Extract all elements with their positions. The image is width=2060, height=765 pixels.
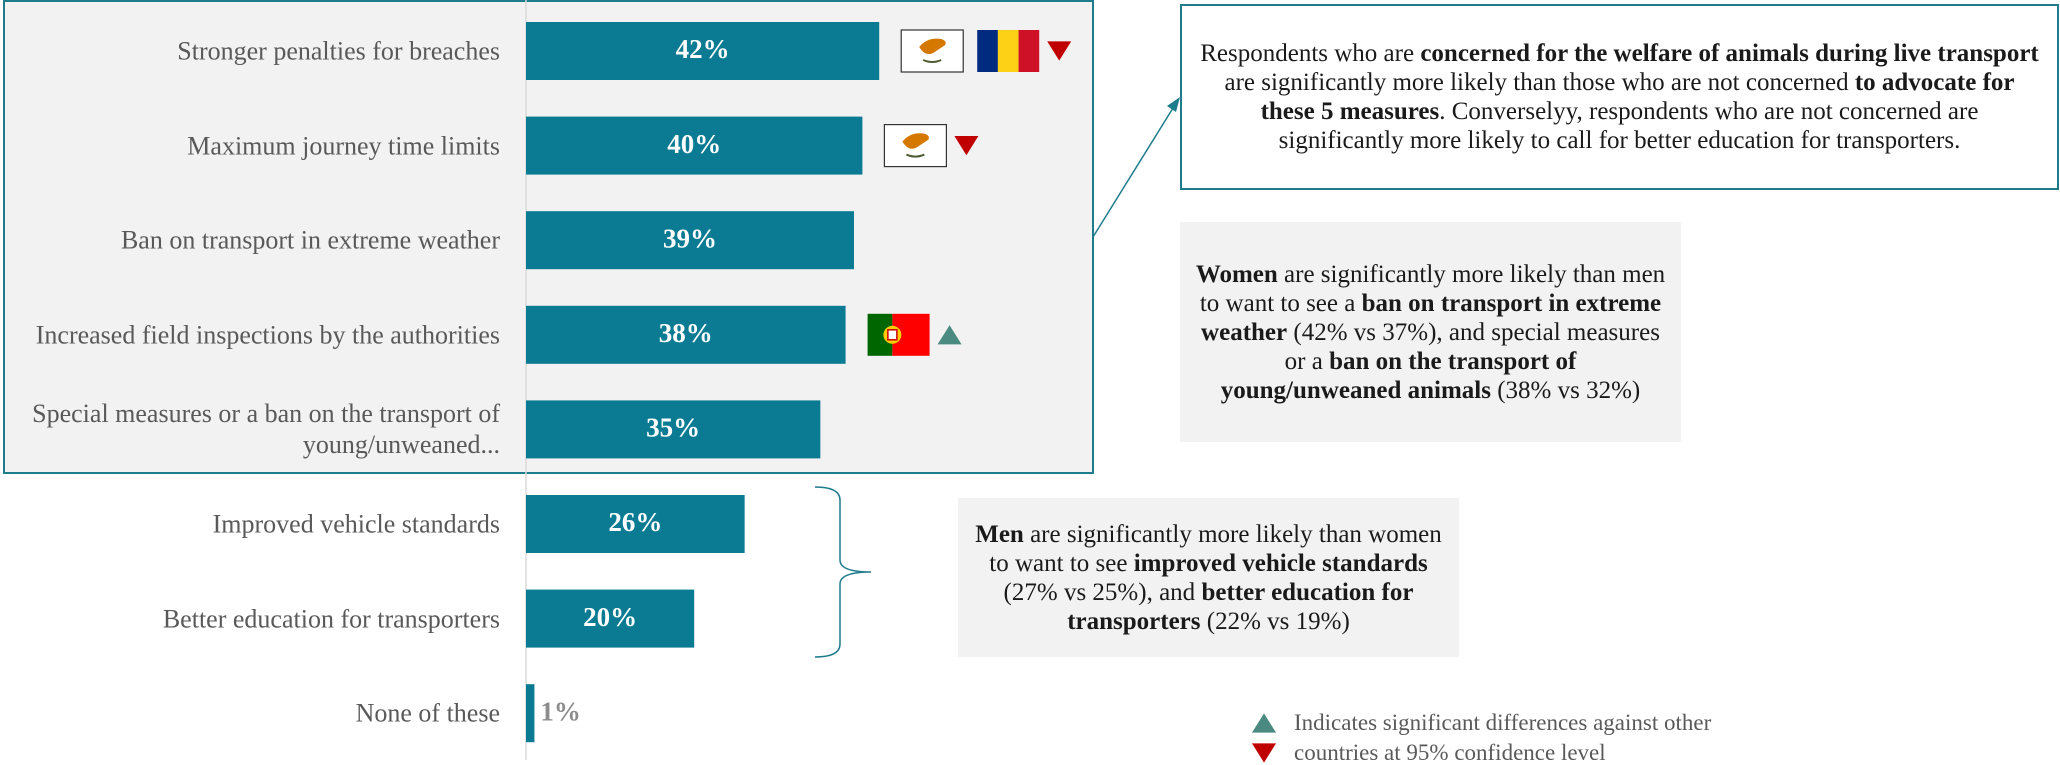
text-run: Men — [975, 520, 1024, 548]
value-label: 26% — [608, 507, 662, 537]
flag-part — [1018, 30, 1040, 72]
text-run: concerned for the welfare of animals dur… — [1420, 40, 2039, 67]
bar — [526, 589, 695, 648]
flag-part — [977, 30, 998, 72]
category-label: Maximum journey time limits — [187, 131, 500, 161]
annotation-text: Women are significantly more likely than… — [1194, 260, 1667, 405]
flag-part — [922, 59, 942, 63]
category-label: Better education for transporters — [162, 604, 500, 634]
significance-marker — [1252, 713, 1276, 733]
value-label: 20% — [583, 602, 637, 632]
value-label: 40% — [667, 129, 721, 159]
annotation-text: Men are significantly more likely than w… — [972, 520, 1445, 636]
text-run: are significantly more likely than those… — [1224, 69, 1855, 96]
text-run: better education for transporters — [1067, 578, 1414, 635]
text-run: (42% vs 37%), and special measures or a — [1284, 318, 1660, 375]
text-run: (22% vs 19%) — [1200, 607, 1350, 635]
bar — [526, 684, 535, 743]
bar — [526, 116, 863, 175]
text-run: improved vehicle standards — [1133, 549, 1428, 577]
text-run: are significantly more likely than men t… — [1199, 260, 1666, 317]
bar — [526, 400, 821, 459]
value-label: 35% — [646, 413, 700, 443]
annotation-box: Men are significantly more likely than w… — [958, 498, 1459, 657]
country-flag — [867, 313, 930, 356]
flag-part — [919, 38, 946, 55]
text-run: ban on transport in extreme weather — [1201, 289, 1662, 346]
annotation-box: Women are significantly more likely than… — [1180, 222, 1681, 442]
text-run: to advocate for these 5 measures — [1260, 69, 2015, 125]
significance-marker — [1047, 41, 1072, 61]
flag-part — [902, 133, 929, 149]
flag-part — [905, 153, 925, 158]
annotation-box: Respondents who are concerned for the we… — [1180, 4, 2059, 190]
category-label: Stronger penalties for breaches — [177, 36, 500, 66]
category-label: Ban on transport in extreme weather — [120, 225, 500, 255]
bar — [526, 305, 846, 364]
legend-text: Indicates significant differences agains… — [1294, 710, 1712, 765]
value-label: 1% — [540, 696, 581, 726]
significance-marker — [954, 136, 979, 156]
category-label: Increased field inspections by the autho… — [35, 320, 500, 350]
country-flag — [977, 30, 1040, 72]
category-label: Improved vehicle standards — [212, 509, 500, 539]
significance-marker — [1252, 743, 1276, 763]
brace — [814, 486, 872, 658]
flag-part — [887, 329, 898, 341]
text-run: . Converselyy, respondents who are not c… — [1278, 98, 1979, 154]
value-label: 39% — [663, 223, 717, 253]
value-label: 38% — [659, 318, 713, 348]
bar — [526, 211, 854, 270]
bar — [526, 495, 745, 553]
connector — [1092, 99, 1179, 238]
text-run: Respondents who are — [1200, 40, 1421, 67]
significance-marker — [937, 325, 962, 345]
text-run: are significantly more likely than women… — [989, 520, 1442, 577]
connector-arrow — [1167, 97, 1180, 112]
bar — [526, 22, 880, 80]
flag-part — [997, 30, 1019, 72]
country-flag — [900, 29, 964, 73]
annotation-text: Respondents who are concerned for the we… — [1196, 39, 2043, 155]
text-run: (38% vs 32%) — [1490, 376, 1641, 404]
text-run: (27% vs 25%), and — [1003, 578, 1202, 606]
text-run: ban on the transport of young/unweaned a… — [1220, 347, 1577, 404]
text-run: Women — [1195, 260, 1278, 288]
category-label: None of these — [355, 698, 500, 728]
country-flag — [883, 123, 948, 168]
category-label: Special measures or a ban on the transpo… — [32, 399, 500, 460]
value-label: 42% — [676, 34, 730, 64]
